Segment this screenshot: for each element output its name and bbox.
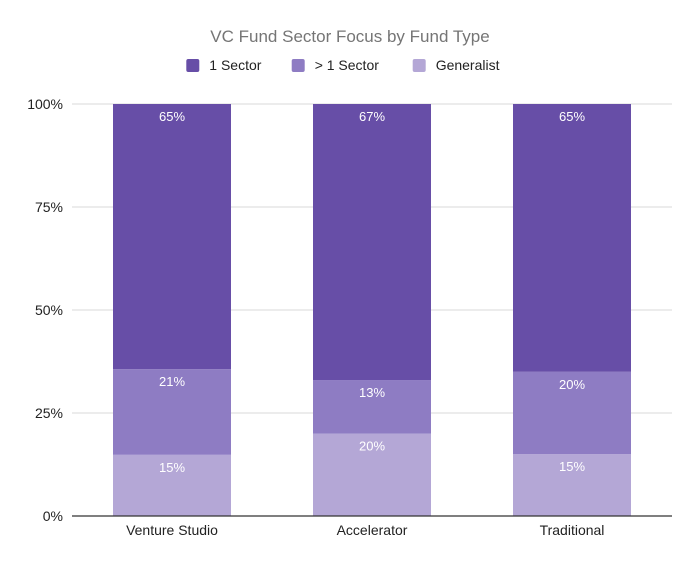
- bar-venture-studio-generalist: [113, 454, 231, 516]
- legend-swatch: [186, 59, 200, 72]
- legend-item-1-sector: > 1 Sector: [291, 57, 380, 73]
- bar-venture-studio-1-sector: [113, 104, 231, 370]
- data-labels: 15% 21% 65% 20% 13% 67% 15% 20% 65%: [159, 109, 585, 475]
- legend-item-generalist: Generalist: [412, 57, 500, 73]
- data-label: 15%: [159, 460, 185, 475]
- data-label: 13%: [359, 385, 385, 400]
- legend-label: Generalist: [436, 57, 500, 73]
- legend-label: 1 Sector: [209, 57, 261, 73]
- data-label: 15%: [559, 459, 585, 474]
- x-tick-label: Traditional: [540, 522, 605, 538]
- bar-traditional-1-sector: [513, 104, 631, 372]
- y-axis: 0% 25% 50% 75% 100%: [27, 96, 63, 524]
- y-tick-label: 75%: [35, 199, 63, 215]
- data-label: 67%: [359, 109, 385, 124]
- legend-item-1-sector: 1 Sector: [186, 57, 262, 73]
- y-tick-label: 25%: [35, 405, 63, 421]
- legend-swatch: [291, 59, 305, 72]
- bar-accelerator-generalist: [313, 433, 431, 516]
- data-label: 21%: [159, 374, 185, 389]
- bars: [113, 104, 631, 516]
- legend: 1 Sector > 1 Sector Generalist: [186, 57, 500, 73]
- bar-venture-studio-1-sector: [113, 369, 231, 455]
- x-tick-label: Accelerator: [337, 522, 408, 538]
- data-label: 20%: [359, 439, 385, 454]
- y-tick-label: 0%: [43, 508, 63, 524]
- bar-traditional-1-sector: [513, 371, 631, 455]
- y-tick-label: 50%: [35, 302, 63, 318]
- x-tick-label: Venture Studio: [126, 522, 218, 538]
- data-label: 65%: [559, 109, 585, 124]
- legend-swatch: [412, 59, 426, 72]
- legend-label: > 1 Sector: [315, 57, 380, 73]
- y-tick-label: 100%: [27, 96, 63, 112]
- chart-title: VC Fund Sector Focus by Fund Type: [210, 27, 489, 46]
- bar-accelerator-1-sector: [313, 380, 431, 434]
- bar-accelerator-1-sector: [313, 104, 431, 381]
- bar-traditional-generalist: [513, 454, 631, 516]
- data-label: 20%: [559, 377, 585, 392]
- data-label: 65%: [159, 109, 185, 124]
- x-axis: Venture Studio Accelerator Traditional: [72, 515, 672, 538]
